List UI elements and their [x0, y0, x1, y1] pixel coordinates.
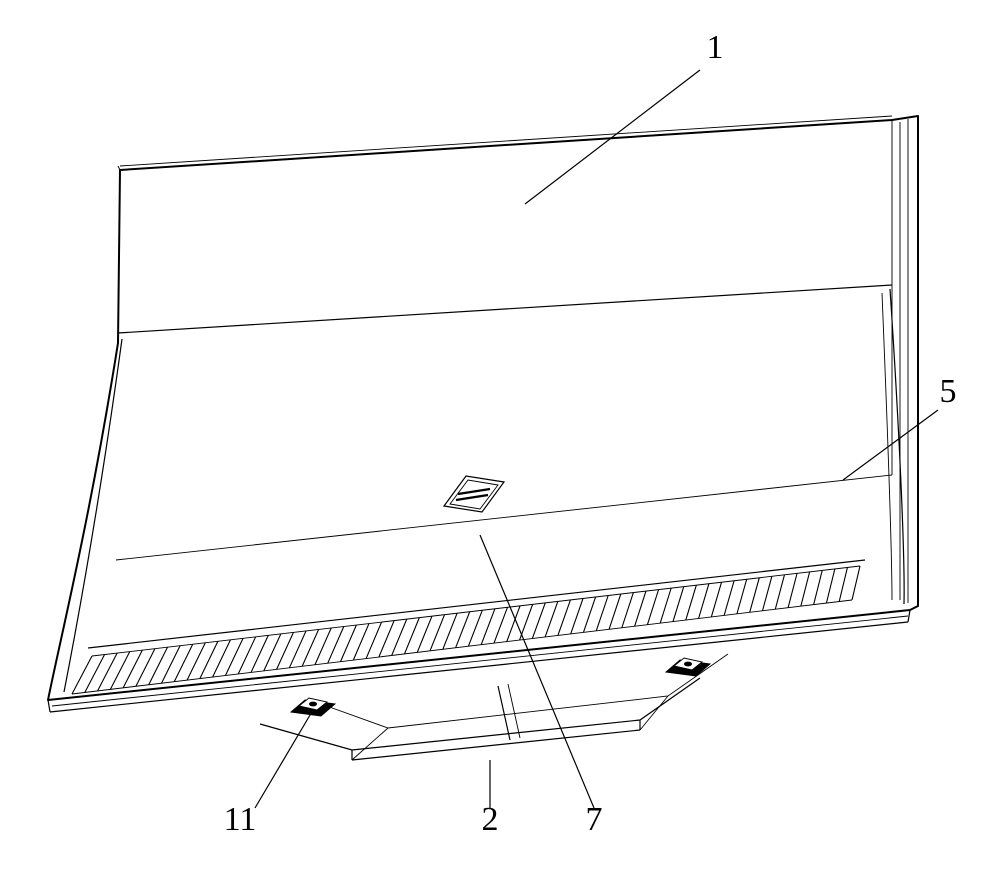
mounting-pad — [291, 698, 335, 716]
callout-label-2: 2 — [482, 801, 499, 838]
tray-end-l — [48, 700, 50, 712]
technical-figure: 1 5 7 2 11 — [0, 0, 1000, 871]
callout-label-1: 1 — [707, 29, 724, 66]
top-left-corner — [118, 166, 120, 170]
mounting-pad — [666, 658, 710, 676]
outline — [48, 116, 918, 700]
callout-label-5: 5 — [940, 373, 957, 410]
tray-end-r — [908, 610, 910, 622]
callout-label-7: 7 — [586, 801, 603, 838]
callout-label-11: 11 — [224, 801, 257, 838]
center-strut — [498, 686, 510, 740]
